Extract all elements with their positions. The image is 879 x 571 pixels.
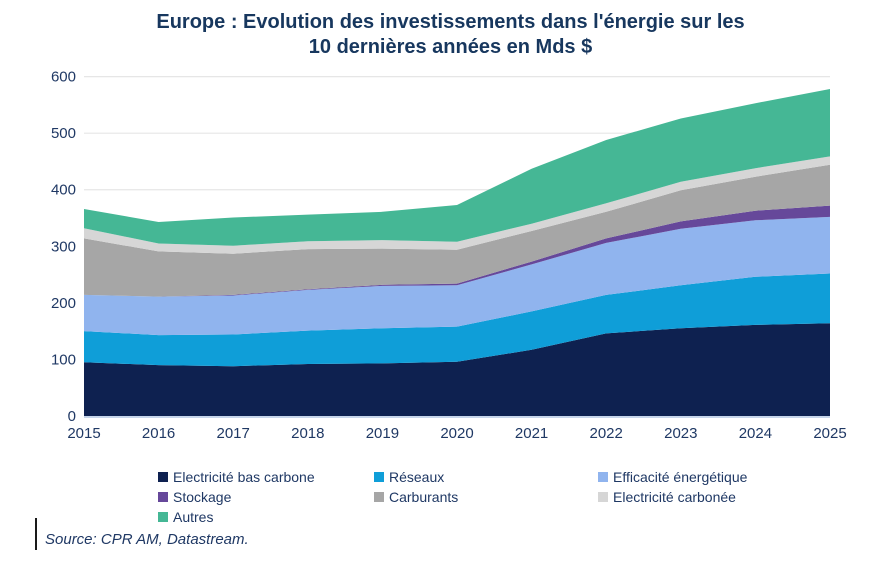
legend-swatch-icon [158, 491, 168, 502]
source-divider-bar [35, 518, 37, 550]
chart-title: Europe : Evolution des investissements d… [0, 10, 879, 60]
legend-swatch-icon [158, 471, 168, 482]
x-axis-tick-label: 2019 [366, 425, 399, 442]
x-axis-tick-label: 2025 [813, 425, 846, 442]
legend-swatch-icon [158, 511, 168, 522]
legend-label: Electricité carbonée [613, 488, 736, 505]
y-axis-tick-label: 300 [51, 238, 76, 255]
y-axis-tick-label: 0 [68, 408, 76, 425]
x-axis-tick-label: 2020 [440, 425, 473, 442]
area-series-electricite-bas-carbone [84, 323, 830, 416]
legend-label: Autres [173, 508, 214, 525]
legend-swatch-icon [598, 491, 608, 502]
legend-item-stockage: Stockage [158, 488, 374, 505]
stacked-area-chart: 0 100 200 300 400 500 600 2015 2016 2017 2018 2019 2… [51, 69, 847, 442]
x-axis-tick-label: 2016 [142, 425, 175, 442]
legend-item-efficacite-energetique: Efficacité énergétique [598, 468, 748, 485]
x-axis-tick-label: 2022 [590, 425, 623, 442]
legend-label: Stockage [173, 488, 232, 505]
legend-item-autres: Autres [158, 508, 374, 525]
y-axis-tick-label: 600 [51, 69, 76, 86]
chart-title-line-2: 10 dernières années en Mds $ [308, 36, 593, 58]
x-axis-tick-label: 2018 [291, 425, 324, 442]
area-series-stockage [84, 205, 830, 297]
y-axis-tick-label: 400 [51, 182, 76, 199]
chart-legend: Electricité bas carbone Réseaux Efficacité… [158, 468, 748, 525]
x-axis-tick-label: 2024 [739, 425, 772, 442]
legend-item-electricite-carbonee: Electricité carbonée [598, 488, 747, 505]
area-series-reseaux [84, 273, 830, 367]
legend-label: Carburants [389, 488, 459, 505]
legend-item-electricite-bas-carbone: Electricité bas carbone [158, 468, 374, 485]
area-series-electricite-carbonee [84, 156, 830, 254]
legend-swatch-icon [598, 471, 608, 482]
y-axis-tick-label: 100 [51, 351, 76, 368]
legend-label: Réseaux [389, 468, 445, 485]
x-axis-tick-label: 2021 [515, 425, 548, 442]
area-series-carburants [84, 164, 830, 297]
area-series-autres [84, 89, 830, 246]
legend-label: Electricité bas carbone [173, 468, 315, 485]
y-axis-tick-label: 200 [51, 295, 76, 312]
y-axis-tick-label: 500 [51, 125, 76, 142]
legend-swatch-icon [374, 491, 384, 502]
legend-swatch-icon [374, 471, 384, 482]
legend-item-carburants: Carburants [374, 488, 598, 505]
area-series-efficacite-energetique [84, 216, 830, 336]
x-axis-tick-label: 2017 [217, 425, 250, 442]
x-axis-tick-label: 2015 [67, 425, 100, 442]
chart-title-line-1: Europe : Evolution des investissements d… [156, 11, 745, 33]
x-axis-tick-label: 2023 [664, 425, 697, 442]
legend-item-reseaux: Réseaux [374, 468, 598, 485]
legend-label: Efficacité énergétique [613, 468, 748, 485]
source-text: Source: CPR AM, Datastream. [45, 531, 249, 548]
